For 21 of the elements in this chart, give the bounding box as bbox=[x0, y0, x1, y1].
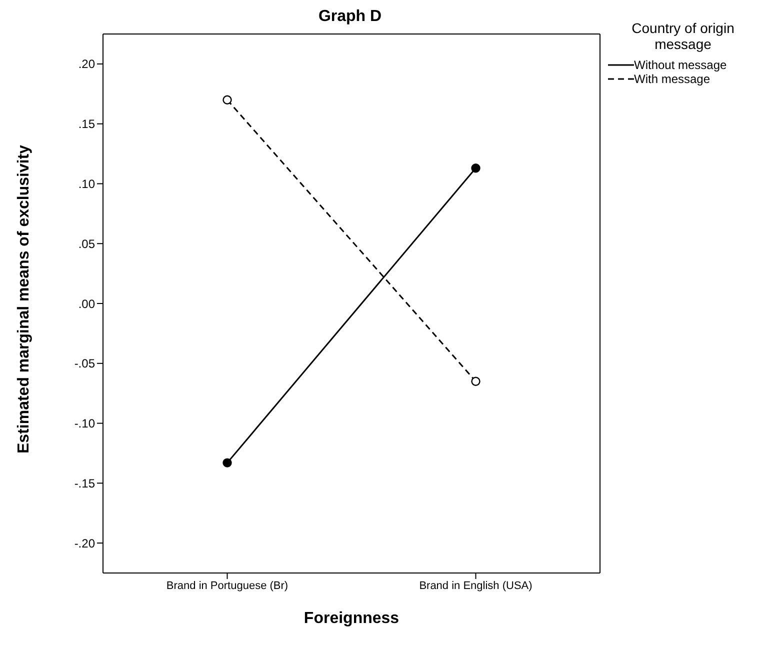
y-tick-label: -.20 bbox=[74, 536, 96, 550]
point bbox=[222, 458, 232, 468]
legend-label: With message bbox=[634, 72, 710, 86]
x-axis-title: Foreignness bbox=[304, 610, 400, 627]
y-axis-title: Estimated marginal means of exclusivity bbox=[16, 144, 33, 454]
y-tick-label: -.05 bbox=[74, 356, 96, 371]
x-tick-label: Brand in Portuguese (Br) bbox=[166, 580, 288, 592]
legend-label: Without message bbox=[634, 58, 727, 72]
y-tick-label: .00 bbox=[78, 296, 96, 311]
x-tick-label: Brand in English (USA) bbox=[419, 580, 532, 592]
legend-title: Country of origin message bbox=[630, 20, 736, 52]
point bbox=[471, 164, 480, 173]
y-tick-label: .10 bbox=[78, 176, 96, 191]
point bbox=[471, 376, 480, 386]
point bbox=[222, 95, 232, 104]
chart-title: Graph D bbox=[317, 8, 383, 26]
y-tick-label: .15 bbox=[78, 117, 96, 132]
y-tick-label: -.10 bbox=[74, 416, 96, 431]
y-tick-label: .05 bbox=[78, 236, 96, 251]
y-tick-label: .20 bbox=[78, 57, 96, 72]
y-tick-label: -.15 bbox=[74, 476, 96, 490]
